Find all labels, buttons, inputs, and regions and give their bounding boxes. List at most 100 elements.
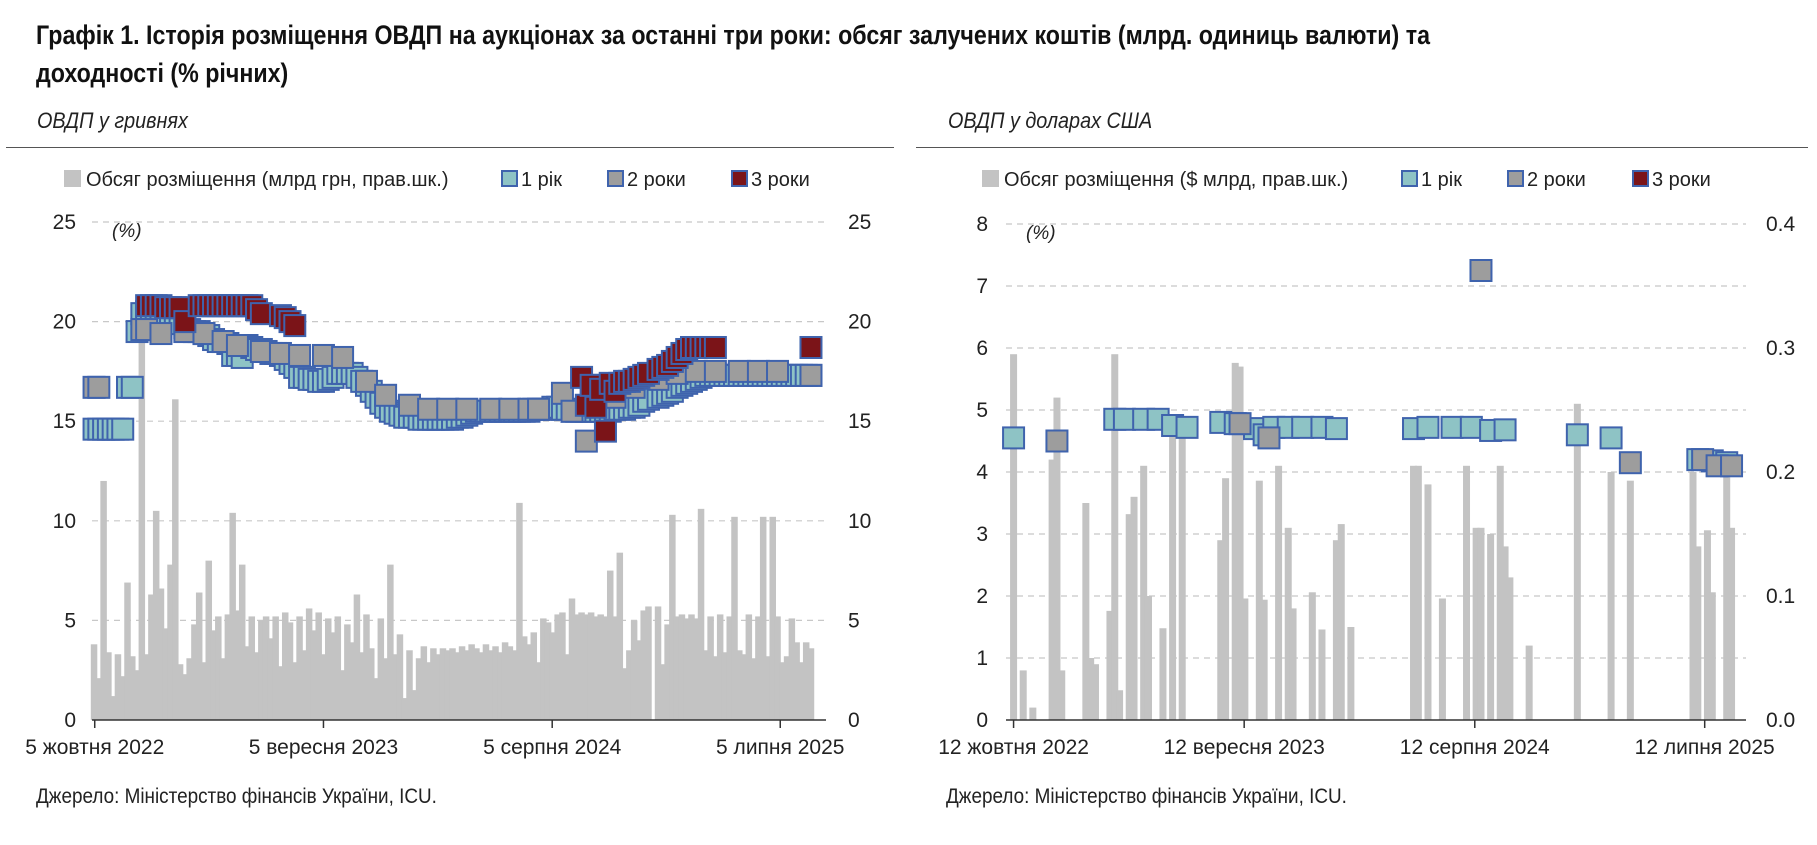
x-tick-label: 5 серпня 2024 bbox=[483, 736, 622, 759]
volume-bar bbox=[640, 610, 647, 720]
y-tick-label: 25 bbox=[53, 211, 76, 234]
volume-bar bbox=[501, 642, 509, 720]
volume-bar bbox=[1053, 397, 1061, 720]
marker-1-year bbox=[1291, 415, 1315, 439]
volume-bar bbox=[449, 648, 456, 720]
legend-swatch-1-year bbox=[1401, 170, 1418, 187]
y2-tick-label: 0.0 bbox=[1766, 709, 1795, 732]
volume-bar bbox=[736, 650, 743, 720]
volume-bar bbox=[368, 648, 375, 720]
volume-bar bbox=[497, 652, 504, 720]
volume-bar bbox=[1106, 610, 1114, 720]
volume-bar bbox=[592, 616, 600, 720]
marker-2-years bbox=[799, 363, 823, 387]
volume-bar bbox=[764, 656, 772, 720]
y-tick-label: 7 bbox=[976, 275, 988, 298]
volume-bar bbox=[1347, 627, 1355, 720]
volume-bar bbox=[119, 676, 126, 720]
volume-bar bbox=[697, 508, 705, 720]
marker-2-years bbox=[727, 359, 751, 383]
volume-bar bbox=[702, 650, 710, 720]
volume-bar bbox=[654, 606, 662, 720]
volume-bar bbox=[1728, 527, 1736, 720]
volume-bar bbox=[353, 594, 361, 720]
volume-bar bbox=[1506, 577, 1514, 720]
marker-2-years bbox=[249, 339, 273, 363]
volume-bar bbox=[329, 632, 337, 720]
marker-3-years bbox=[283, 314, 307, 338]
volume-bar bbox=[210, 630, 217, 720]
marker-2-years bbox=[1469, 259, 1493, 282]
volume-bar bbox=[759, 516, 767, 720]
y-tick-label: 4 bbox=[976, 461, 988, 484]
volume-bar bbox=[745, 614, 753, 720]
volume-bar bbox=[707, 616, 714, 720]
volume-bar bbox=[769, 516, 776, 720]
legend-swatch-volume bbox=[982, 170, 999, 187]
legend-label-3-years: 3 роки bbox=[751, 169, 810, 191]
volume-bar bbox=[387, 564, 394, 720]
volume-bar bbox=[683, 618, 690, 720]
volume-bar bbox=[1438, 598, 1446, 720]
marker-2-years bbox=[192, 322, 216, 346]
volume-bar bbox=[1332, 540, 1340, 720]
legend-swatch-3-years bbox=[1632, 170, 1649, 187]
legend-label-volume: Обсяг розміщення ($ млрд, прав.шк.) bbox=[1004, 169, 1348, 191]
volume-bar bbox=[1626, 480, 1634, 720]
x-tick-label: 12 вересня 2023 bbox=[1164, 736, 1325, 759]
volume-bar bbox=[200, 662, 208, 720]
volume-bar bbox=[377, 618, 385, 720]
volume-bar bbox=[487, 650, 494, 720]
volume-bar bbox=[525, 644, 533, 720]
volume-bar bbox=[267, 638, 275, 720]
volume-bar bbox=[1231, 362, 1239, 720]
y-tick-label: 0 bbox=[64, 709, 76, 732]
volume-bar bbox=[506, 646, 514, 720]
volume-bar bbox=[1694, 546, 1702, 720]
volume-bar bbox=[802, 642, 810, 720]
volume-bar bbox=[630, 620, 638, 720]
marker-2-years bbox=[417, 397, 441, 421]
volume-bar bbox=[1414, 465, 1422, 720]
volume-bar bbox=[109, 696, 117, 720]
volume-bar bbox=[511, 650, 518, 720]
left-panel-title: ОВДП у гривнях bbox=[37, 108, 188, 133]
chart-figure-title: Графік 1. Історія розміщення ОВДП на аук… bbox=[36, 20, 1430, 88]
legend-label-1-year: 1 рік bbox=[521, 169, 562, 191]
marker-1-year bbox=[1599, 426, 1623, 450]
volume-bar bbox=[1116, 690, 1124, 720]
volume-bar bbox=[105, 652, 112, 720]
volume-bar bbox=[1410, 465, 1418, 720]
volume-bar bbox=[238, 564, 246, 720]
volume-bar bbox=[243, 646, 251, 720]
volume-bar bbox=[477, 652, 485, 720]
volume-bar bbox=[750, 658, 757, 720]
x-tick-label: 5 липня 2025 bbox=[716, 736, 844, 759]
volume-bar bbox=[563, 654, 571, 720]
volume-bar bbox=[578, 612, 585, 720]
volume-bar bbox=[554, 614, 561, 720]
marker-2-years bbox=[354, 369, 378, 393]
marker-2-years bbox=[1257, 426, 1281, 450]
marker-2-years bbox=[268, 341, 292, 365]
y2-tick-label: 20 bbox=[848, 311, 871, 334]
y2-tick-label: 25 bbox=[848, 211, 871, 234]
x-tick-label: 12 жовтня 2022 bbox=[938, 736, 1089, 759]
y-tick-label: 2 bbox=[976, 585, 988, 608]
right-panel-title: ОВДП у доларах США bbox=[948, 108, 1153, 133]
volume-bar bbox=[315, 612, 322, 720]
volume-bar bbox=[133, 670, 141, 720]
volume-bar bbox=[583, 614, 590, 720]
volume-bar bbox=[396, 634, 404, 720]
volume-bar bbox=[516, 502, 523, 720]
y2-tick-label: 0.3 bbox=[1766, 337, 1795, 360]
x-tick-label: 12 липня 2025 bbox=[1635, 736, 1775, 759]
y-tick-label: 20 bbox=[53, 311, 76, 334]
volume-bar bbox=[1289, 608, 1297, 720]
right-panel-divider bbox=[916, 147, 1808, 148]
volume-bar bbox=[573, 614, 581, 720]
volume-bar bbox=[468, 644, 475, 720]
volume-bar bbox=[143, 654, 150, 720]
volume-bar bbox=[301, 650, 308, 720]
volume-bar bbox=[253, 652, 260, 720]
